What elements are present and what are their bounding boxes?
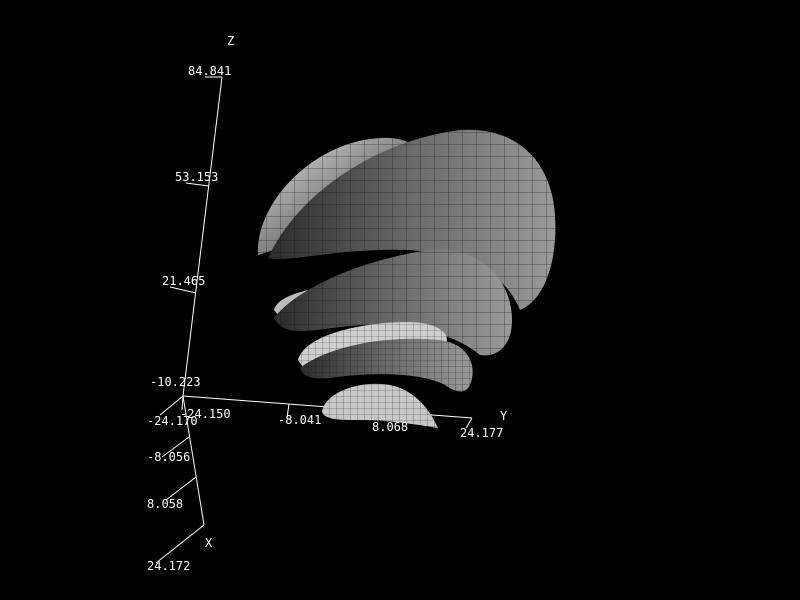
x-tick-1	[159, 395, 184, 416]
shell-4-grid	[322, 383, 438, 428]
y-tick-2	[286, 403, 290, 419]
z-tick-label-4: -10.223	[150, 375, 201, 389]
y-tick-3	[465, 417, 473, 429]
y-axis-name: Y	[500, 409, 508, 423]
y-tick-label-1: -24.150	[180, 407, 231, 421]
y-tick-label-4: 24.177	[460, 426, 503, 440]
z-tick-2	[185, 182, 210, 187]
x-tick-label-4: 24.172	[147, 559, 190, 573]
surface-mesh[interactable]	[257, 129, 556, 428]
y-tick-label-3: 8.068	[372, 420, 408, 434]
y-tick-1	[181, 395, 184, 411]
x-axis-name: X	[205, 536, 213, 550]
x-tick-label-3: 8.058	[147, 497, 183, 511]
x-tick-2	[161, 436, 190, 458]
z-tick-label-2: 53.153	[175, 170, 218, 184]
x-tick-label-1: -24.170	[147, 414, 198, 428]
z-axis-name: Z	[227, 34, 234, 48]
z-axis-line	[182, 76, 223, 397]
z-tick-label-1: 84.841	[188, 64, 231, 78]
shell-2-front-grid	[274, 249, 512, 356]
z-tick-3	[169, 286, 197, 294]
z-tick-label-3: 21.465	[162, 274, 205, 288]
shell-3-front-grid	[300, 338, 473, 392]
x-axis-tail	[155, 524, 205, 564]
x-tick-3	[165, 476, 197, 501]
x-tick-label-2: -8.056	[147, 450, 190, 464]
y-tick-label-2: -8.041	[278, 413, 321, 427]
x-axis-line	[182, 395, 205, 526]
axis-labels: Z Y X 84.841 53.153 21.465 -10.223 -24.1…	[147, 34, 508, 573]
